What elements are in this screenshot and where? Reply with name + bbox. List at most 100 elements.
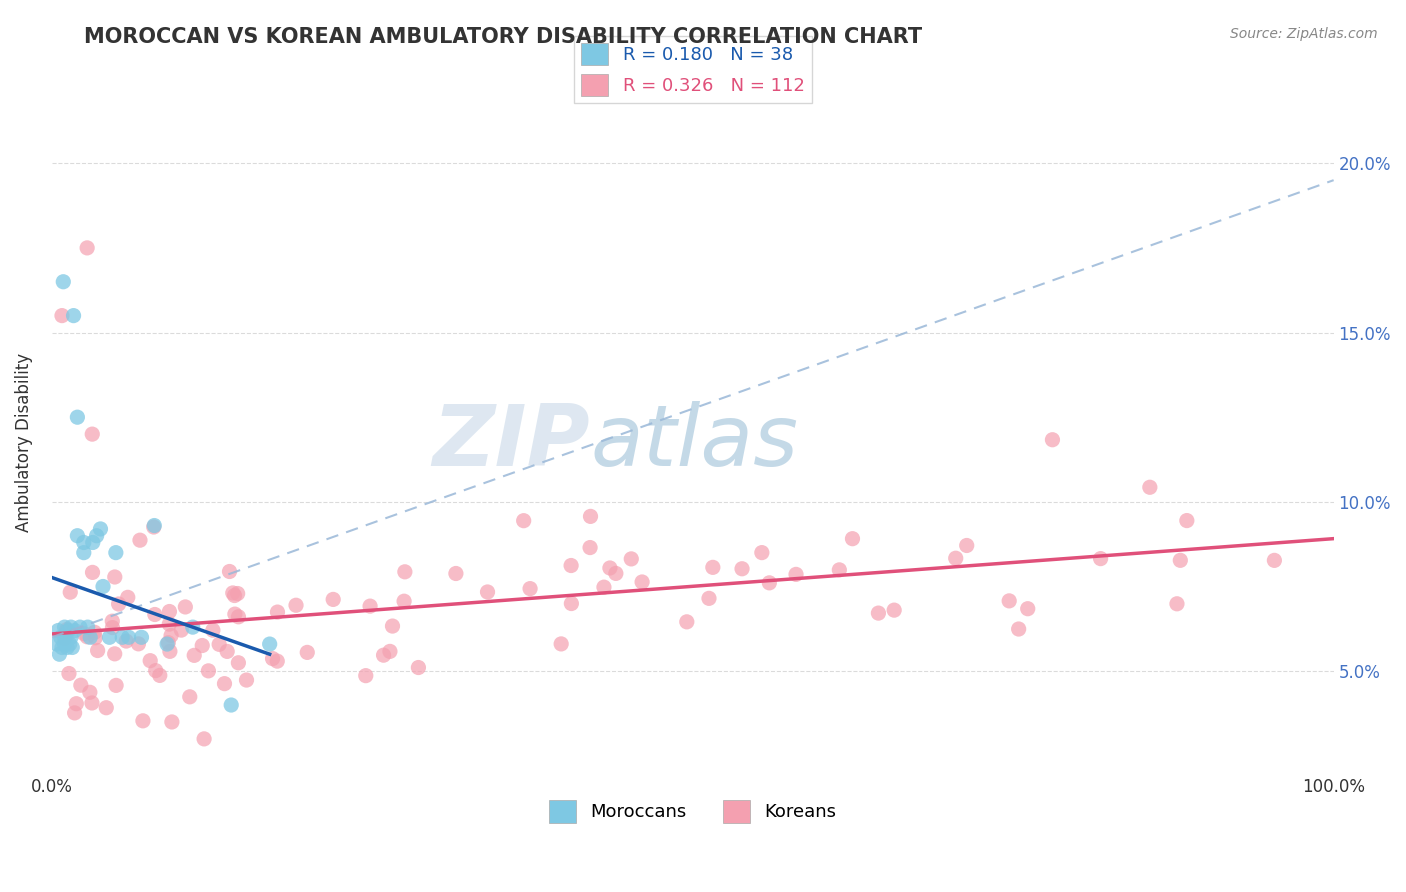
Point	[139, 654, 162, 668]
Point	[945, 551, 967, 566]
Point	[1175, 514, 1198, 528]
Point	[143, 607, 166, 622]
Point	[1139, 480, 1161, 494]
Point	[224, 589, 246, 603]
Point	[197, 664, 219, 678]
Point	[59, 585, 82, 599]
Point	[48, 647, 70, 661]
Point	[593, 580, 616, 594]
Point	[217, 644, 239, 658]
Point	[322, 592, 344, 607]
Point	[132, 714, 155, 728]
Point	[519, 582, 541, 596]
Point	[91, 580, 114, 594]
Point	[174, 599, 197, 614]
Point	[62, 309, 84, 323]
Point	[159, 605, 181, 619]
Point	[157, 617, 180, 632]
Point	[76, 241, 98, 255]
Point	[1008, 622, 1031, 636]
Point	[731, 562, 754, 576]
Point	[560, 597, 582, 611]
Legend: Moroccans, Koreans: Moroccans, Koreans	[541, 793, 844, 830]
Point	[218, 565, 240, 579]
Point	[65, 697, 87, 711]
Point	[156, 637, 179, 651]
Y-axis label: Ambulatory Disability: Ambulatory Disability	[15, 353, 32, 533]
Point	[115, 634, 138, 648]
Point	[59, 630, 82, 644]
Point	[758, 575, 780, 590]
Point	[84, 631, 107, 645]
Point	[105, 678, 128, 692]
Point	[118, 630, 141, 644]
Point	[111, 630, 134, 644]
Point	[79, 685, 101, 699]
Point	[226, 586, 249, 600]
Point	[51, 309, 73, 323]
Point	[56, 623, 79, 637]
Point	[131, 630, 153, 644]
Point	[58, 624, 80, 638]
Point	[408, 660, 430, 674]
Point	[63, 624, 86, 638]
Point	[208, 637, 231, 651]
Point	[80, 696, 103, 710]
Point	[96, 700, 118, 714]
Point	[82, 566, 104, 580]
Point	[378, 644, 401, 658]
Point	[101, 621, 124, 635]
Point	[101, 614, 124, 628]
Point	[142, 520, 165, 534]
Text: ZIP: ZIP	[433, 401, 591, 484]
Point	[160, 714, 183, 729]
Point	[183, 648, 205, 663]
Point	[224, 607, 246, 621]
Point	[191, 639, 214, 653]
Text: atlas: atlas	[591, 401, 799, 484]
Point	[159, 644, 181, 658]
Point	[266, 654, 288, 668]
Point	[751, 546, 773, 560]
Point	[149, 668, 172, 682]
Point	[60, 640, 83, 655]
Point	[828, 563, 851, 577]
Point	[841, 532, 863, 546]
Point	[59, 637, 82, 651]
Point	[69, 678, 91, 692]
Point	[51, 640, 73, 655]
Point	[392, 594, 415, 608]
Point	[127, 637, 149, 651]
Point	[201, 624, 224, 638]
Point	[579, 509, 602, 524]
Point	[1017, 601, 1039, 615]
Point	[55, 630, 77, 644]
Point	[86, 643, 108, 657]
Point	[59, 620, 82, 634]
Point	[129, 533, 152, 548]
Point	[579, 541, 602, 555]
Point	[193, 731, 215, 746]
Point	[53, 632, 76, 646]
Point	[76, 630, 98, 644]
Point	[354, 668, 377, 682]
Point	[222, 586, 245, 600]
Point	[55, 624, 77, 639]
Point	[394, 565, 416, 579]
Point	[179, 690, 201, 704]
Point	[214, 676, 236, 690]
Point	[104, 570, 127, 584]
Point	[868, 606, 890, 620]
Point	[143, 518, 166, 533]
Point	[86, 529, 108, 543]
Point	[219, 698, 242, 712]
Point	[381, 619, 404, 633]
Point	[1263, 553, 1285, 567]
Point	[599, 561, 621, 575]
Point	[89, 522, 111, 536]
Point	[52, 275, 75, 289]
Point	[66, 529, 89, 543]
Point	[73, 546, 96, 560]
Point	[69, 620, 91, 634]
Point	[785, 567, 807, 582]
